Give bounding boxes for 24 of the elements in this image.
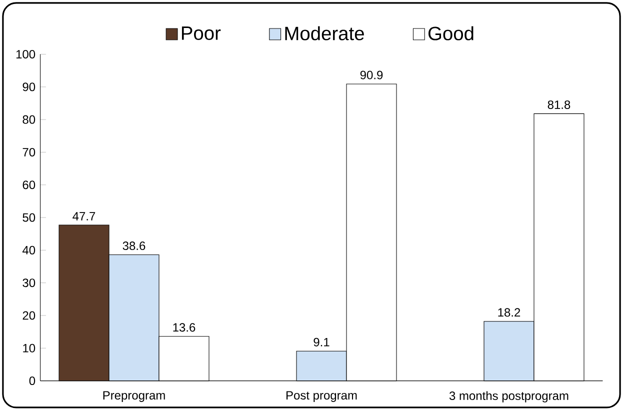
- data-label: 90.9: [360, 70, 383, 80]
- x-tick-label: Preprogram: [103, 391, 165, 402]
- y-tick-label: 70: [22, 148, 36, 156]
- x-tick-label: 3 months postprogram: [449, 391, 568, 402]
- data-label: 81.8: [548, 100, 570, 109]
- y-tick-label: 20: [22, 311, 36, 320]
- data-label: 47.7: [72, 212, 96, 220]
- legend-label: Good: [428, 26, 474, 40]
- y-tick-label: 50: [22, 213, 36, 222]
- y-tick-label: 100: [16, 50, 36, 58]
- y-tick-label: 40: [22, 246, 36, 254]
- y-tick-label: 80: [22, 115, 36, 124]
- legend-label: Moderate: [285, 26, 364, 40]
- y-tick-label: 0: [29, 376, 36, 385]
- x-tick-label: Post program: [286, 391, 357, 402]
- y-tick-label: 10: [23, 344, 36, 352]
- data-label: 38.6: [122, 241, 146, 250]
- legend-label: Poor: [182, 26, 221, 40]
- data-label: 13.6: [173, 322, 196, 332]
- y-tick-label: 60: [22, 180, 36, 189]
- y-tick-label: 30: [22, 278, 36, 287]
- y-tick-label: 90: [22, 82, 36, 91]
- data-label: 18.2: [498, 308, 520, 316]
- data-label: 9.1: [314, 338, 330, 346]
